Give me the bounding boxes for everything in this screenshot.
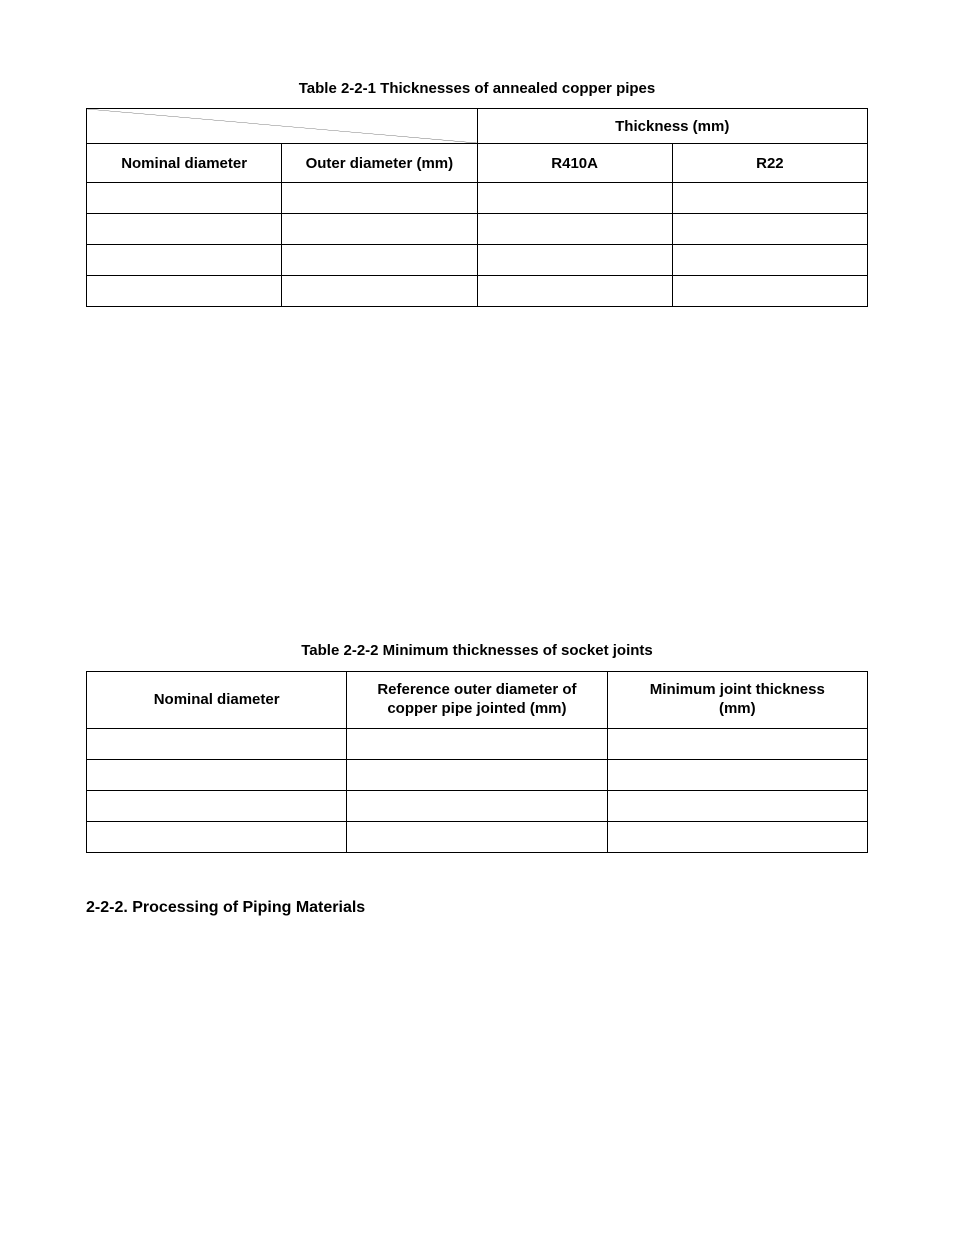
table2-cell — [87, 729, 347, 760]
table-row — [87, 245, 868, 276]
table1-cell — [672, 183, 867, 214]
table1-cell — [282, 245, 477, 276]
table1-cell — [672, 214, 867, 245]
table2-cell — [607, 822, 867, 853]
table2-caption: Table 2-2-2 Minimum thicknesses of socke… — [86, 642, 868, 659]
table2-cell — [87, 760, 347, 791]
table1-cell — [477, 183, 672, 214]
table2-cell — [347, 760, 607, 791]
table2-header-reference-line2: copper pipe jointed (mm) — [387, 700, 566, 717]
table1-cell — [87, 245, 282, 276]
spacer — [86, 307, 868, 642]
table1-header-r410a: R410A — [477, 144, 672, 183]
section-heading: 2-2-2. Processing of Piping Materials — [86, 899, 868, 917]
table2-cell — [347, 729, 607, 760]
table2-cell — [347, 822, 607, 853]
table1-cell — [477, 245, 672, 276]
table-row — [87, 729, 868, 760]
table2-header-nominal: Nominal diameter — [87, 672, 347, 729]
table2-header-reference: Reference outer diameter of copper pipe … — [347, 672, 607, 729]
table-row — [87, 760, 868, 791]
table-row — [87, 183, 868, 214]
table2-header-minjoint-line2: (mm) — [719, 700, 756, 717]
table-row — [87, 214, 868, 245]
table1-header-thickness: Thickness (mm) — [477, 109, 868, 144]
table1-header-r22: R22 — [672, 144, 867, 183]
table1-cell — [477, 214, 672, 245]
table1-header-nominal: Nominal diameter — [87, 144, 282, 183]
table2-header-minjoint: Minimum joint thickness (mm) — [607, 672, 867, 729]
table-row — [87, 791, 868, 822]
table1-caption: Table 2-2-1 Thicknesses of annealed copp… — [86, 80, 868, 97]
table1-cell — [87, 183, 282, 214]
table2: Nominal diameter Reference outer diamete… — [86, 671, 868, 853]
table1-cell — [282, 276, 477, 307]
table2-header-minjoint-line1: Minimum joint thickness — [650, 681, 825, 698]
table1-cell — [672, 276, 867, 307]
table1: Thickness (mm) Nominal diameter Outer di… — [86, 108, 868, 307]
table1-cell — [282, 214, 477, 245]
table-row — [87, 276, 868, 307]
table2-header-reference-line1: Reference outer diameter of — [377, 681, 576, 698]
table2-cell — [87, 822, 347, 853]
table1-cell — [282, 183, 477, 214]
table1-header-diagonal-cell — [87, 109, 478, 144]
table2-cell — [607, 760, 867, 791]
diagonal-line-icon — [87, 109, 477, 143]
table2-cell — [347, 791, 607, 822]
table-row — [87, 822, 868, 853]
page-container: Table 2-2-1 Thicknesses of annealed copp… — [0, 0, 954, 1235]
table1-cell — [87, 276, 282, 307]
table1-header-outer: Outer diameter (mm) — [282, 144, 477, 183]
table2-cell — [87, 791, 347, 822]
table1-cell — [672, 245, 867, 276]
table2-cell — [607, 791, 867, 822]
table1-cell — [477, 276, 672, 307]
table2-cell — [607, 729, 867, 760]
table1-cell — [87, 214, 282, 245]
